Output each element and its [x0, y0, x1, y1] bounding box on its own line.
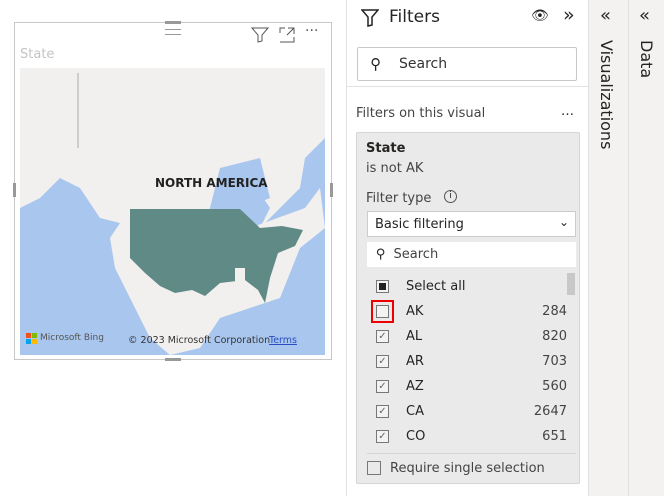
collapse-filters-icon[interactable]: » — [563, 4, 575, 26]
divider — [347, 86, 589, 87]
item-label: AL — [406, 328, 423, 344]
item-count: 2647 — [533, 403, 567, 419]
map-canvas[interactable]: NORTH AMERICA Microsoft Bing © 2023 Micr… — [20, 68, 325, 355]
card-search-input[interactable]: ⚲ Search — [367, 242, 576, 267]
eye-icon[interactable]: 👁 — [531, 8, 549, 24]
item-checkbox[interactable] — [371, 299, 394, 323]
chevron-down-icon: ⌄ — [558, 215, 569, 229]
item-checkbox[interactable]: ✓ — [376, 354, 389, 368]
map-graphic: NORTH AMERICA — [20, 68, 325, 355]
filter-card-state: State is not AK Filter type i Basic filt… — [356, 132, 580, 484]
map-label: NORTH AMERICA — [155, 176, 268, 190]
item-checkbox[interactable]: ✓ — [376, 429, 389, 443]
item-count: 560 — [542, 378, 567, 394]
item-count: 284 — [542, 303, 567, 319]
item-label: CA — [406, 403, 424, 419]
item-checkbox[interactable]: ✓ — [376, 379, 389, 393]
filter-item-ar[interactable]: ✓ AR 703 — [367, 349, 567, 373]
search-placeholder: Search — [393, 247, 439, 262]
resize-handle[interactable] — [13, 183, 16, 197]
us-states-shape[interactable] — [130, 209, 303, 303]
data-pane-collapsed[interactable]: « Data — [628, 0, 664, 496]
require-single-checkbox[interactable] — [367, 461, 381, 475]
select-all-checkbox[interactable] — [376, 279, 389, 293]
section-label: Filters on this visual — [356, 106, 486, 121]
filters-pane: Filters 👁 » ⚲ Search Filters on this vis… — [346, 0, 589, 496]
search-placeholder: Search — [399, 56, 448, 72]
item-count: 703 — [542, 353, 567, 369]
divider — [367, 453, 576, 454]
microsoft-logo-icon — [26, 333, 37, 344]
filter-icon — [361, 9, 379, 27]
filter-item-ak[interactable]: AK 284 — [367, 299, 567, 323]
drag-grip-icon[interactable] — [165, 29, 181, 35]
expand-visualizations-icon[interactable]: « — [600, 5, 612, 26]
search-icon: ⚲ — [370, 55, 381, 73]
resize-handle[interactable] — [330, 183, 333, 197]
terms-link[interactable]: Terms — [269, 335, 297, 346]
item-label: AR — [406, 353, 424, 369]
filter-icon[interactable] — [251, 27, 269, 43]
item-label: AK — [406, 303, 424, 319]
filter-item-al[interactable]: ✓ AL 820 — [367, 324, 567, 348]
section-more-icon[interactable]: … — [561, 104, 574, 119]
filter-field[interactable]: State — [366, 141, 406, 156]
filter-summary: is not AK — [366, 161, 424, 176]
resize-handle[interactable] — [165, 21, 181, 24]
item-count: 651 — [542, 428, 567, 444]
filter-item-ca[interactable]: ✓ CA 2647 — [367, 399, 567, 423]
visual-title: State — [20, 47, 55, 62]
select-all-label: Select all — [406, 278, 466, 294]
filter-type-dropdown[interactable]: Basic filtering ⌄ — [367, 211, 576, 237]
copyright: © 2023 Microsoft Corporation — [128, 335, 271, 346]
more-options-icon[interactable]: ··· — [305, 23, 319, 39]
data-label[interactable]: Data — [637, 40, 656, 79]
search-icon: ⚲ — [376, 247, 386, 262]
visualizations-label[interactable]: Visualizations — [597, 40, 616, 150]
filter-item-co[interactable]: ✓ CO 651 — [367, 424, 567, 448]
require-single-option[interactable]: Require single selection — [367, 457, 545, 479]
filters-title: Filters — [389, 7, 440, 27]
info-icon[interactable]: i — [444, 190, 457, 203]
select-all-item[interactable]: Select all — [367, 274, 567, 298]
item-checkbox[interactable]: ✓ — [376, 404, 389, 418]
filter-item-az[interactable]: ✓ AZ 560 — [367, 374, 567, 398]
expand-data-icon[interactable]: « — [639, 5, 651, 26]
item-count: 820 — [542, 328, 567, 344]
item-label: AZ — [406, 378, 424, 394]
resize-handle[interactable] — [165, 358, 181, 361]
item-checkbox[interactable]: ✓ — [376, 329, 389, 343]
focus-mode-icon[interactable] — [279, 27, 295, 43]
filter-type-label: Filter type — [366, 191, 432, 206]
bing-label: Microsoft Bing — [40, 333, 104, 343]
item-label: CO — [406, 428, 426, 444]
filters-search-input[interactable]: ⚲ Search — [357, 47, 577, 81]
filter-type-value: Basic filtering — [375, 216, 464, 232]
visualizations-pane-collapsed[interactable]: « Visualizations — [588, 0, 628, 496]
scrollbar[interactable] — [567, 273, 575, 295]
require-single-label: Require single selection — [390, 460, 545, 476]
